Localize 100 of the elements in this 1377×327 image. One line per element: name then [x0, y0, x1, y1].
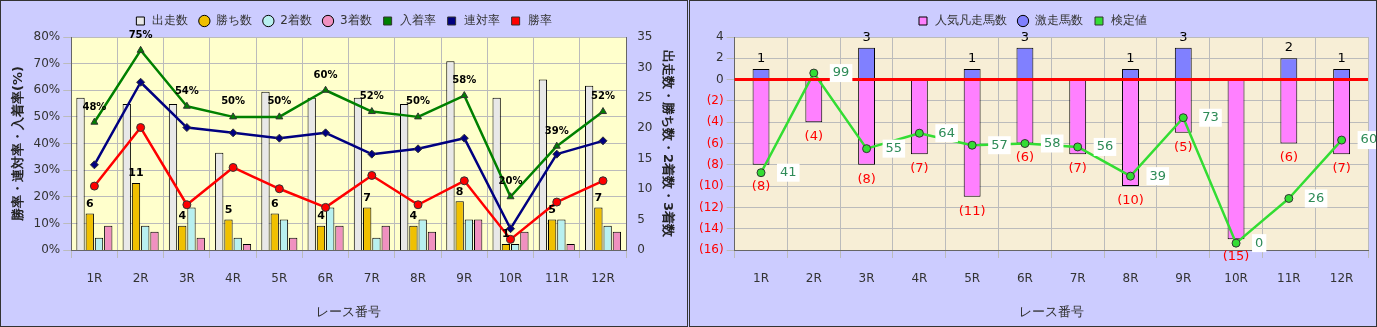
- x-tick-label: 10R: [1224, 271, 1248, 286]
- point: [229, 112, 238, 120]
- point: [413, 144, 423, 154]
- data-label: 57: [991, 136, 1008, 152]
- point: [459, 133, 469, 143]
- point: [321, 202, 331, 212]
- data-label: 52%: [591, 90, 615, 102]
- data-label: 6: [270, 196, 279, 210]
- legend-label: 勝ち数: [216, 13, 253, 28]
- data-label: 52%: [359, 90, 384, 102]
- x-tick-label: 11R: [544, 271, 569, 286]
- point: [809, 68, 819, 78]
- x-axis-title: レース番号: [316, 303, 382, 319]
- data-label: (15): [1222, 248, 1250, 263]
- point: [89, 181, 99, 191]
- point: [182, 200, 192, 210]
- data-label: 2: [1284, 39, 1293, 55]
- y2-tick-label: 35: [637, 29, 653, 44]
- point: [182, 101, 191, 109]
- x-tick-label: 4R: [911, 271, 928, 286]
- data-label: (7): [1068, 160, 1087, 176]
- point: [274, 133, 284, 143]
- data-label: 1: [968, 49, 977, 65]
- data-label: 3: [862, 28, 871, 44]
- x-tick-label: 5R: [271, 271, 288, 286]
- legend-label: 連対率: [463, 13, 500, 28]
- point: [182, 123, 192, 133]
- x-tick-label: 8R: [410, 271, 427, 286]
- x-axis-title: レース番号: [1018, 303, 1084, 319]
- point: [228, 162, 238, 172]
- legend-label: 人気凡走馬数: [935, 13, 1007, 28]
- data-label: 3: [1179, 28, 1188, 44]
- data-label: (8): [857, 170, 876, 186]
- y-tick-label: 0%: [41, 242, 61, 257]
- point: [862, 144, 872, 154]
- data-label: 56: [1096, 138, 1114, 154]
- x-tick-label: 1R: [86, 271, 103, 286]
- point: [413, 200, 423, 210]
- y-tick-label: (6): [706, 135, 724, 150]
- data-label: (10): [1117, 191, 1144, 207]
- y-tick-label: 40%: [33, 135, 61, 150]
- data-label: 1: [756, 49, 766, 65]
- data-label: 6: [85, 196, 94, 210]
- data-label: 5: [548, 202, 556, 216]
- legend-label: 3着数: [340, 13, 372, 28]
- x-tick-label: 9R: [456, 271, 473, 286]
- y2-tick-label: 0: [637, 242, 645, 257]
- y-tick-label: (8): [706, 156, 724, 171]
- y-tick-label: 2: [715, 50, 724, 65]
- x-tick-label: 12R: [1329, 271, 1354, 286]
- y-tick-label: 60%: [33, 82, 61, 97]
- x-tick-label: 6R: [1016, 271, 1033, 286]
- point: [90, 117, 99, 125]
- point: [275, 112, 284, 120]
- point: [1125, 171, 1135, 181]
- point: [1073, 142, 1083, 152]
- y2-tick-label: 10: [637, 181, 653, 196]
- point: [1020, 139, 1030, 148]
- point: [228, 128, 238, 138]
- data-label: 7: [363, 190, 372, 204]
- point: [321, 85, 330, 93]
- y2-tick-label: 15: [637, 150, 653, 165]
- data-label: 4: [317, 209, 326, 223]
- point: [274, 184, 284, 194]
- y-tick-label: 50%: [33, 109, 61, 123]
- data-label: 5: [224, 202, 233, 216]
- data-label: 60: [1360, 131, 1377, 147]
- x-tick-label: 5R: [964, 271, 981, 286]
- data-label: 8: [455, 184, 464, 198]
- x-tick-label: 3R: [178, 271, 195, 286]
- data-label: (7): [1332, 160, 1351, 176]
- data-label: 1: [1126, 49, 1135, 65]
- y-tick-label: (12): [698, 199, 724, 214]
- data-label: 55: [885, 140, 903, 156]
- data-label: 60%: [313, 68, 338, 80]
- x-tick-label: 12R: [591, 271, 615, 286]
- data-label: 73: [1202, 109, 1219, 125]
- point: [967, 140, 977, 150]
- x-tick-label: 10R: [498, 271, 523, 286]
- point: [414, 112, 423, 120]
- legend-label: 勝率: [527, 13, 552, 28]
- point: [756, 168, 766, 178]
- point: [460, 91, 469, 99]
- x-tick-label: 6R: [317, 271, 334, 286]
- y-tick-label: 70%: [33, 55, 61, 70]
- data-label: 7: [594, 190, 603, 204]
- y-tick-label: 4: [715, 29, 724, 44]
- x-tick-label: 9R: [1175, 271, 1192, 286]
- point: [552, 197, 562, 207]
- data-label: 50%: [267, 95, 292, 107]
- point: [598, 136, 608, 146]
- point: [506, 192, 515, 200]
- data-label: 4: [178, 209, 187, 223]
- y-tick-label: 30%: [33, 162, 61, 177]
- x-tick-label: 7R: [363, 271, 380, 286]
- point: [367, 170, 377, 180]
- data-label: 50%: [221, 95, 246, 107]
- legend-label: 2着数: [280, 13, 313, 28]
- data-label: (7): [910, 160, 929, 176]
- x-tick-label: 8R: [1122, 271, 1139, 286]
